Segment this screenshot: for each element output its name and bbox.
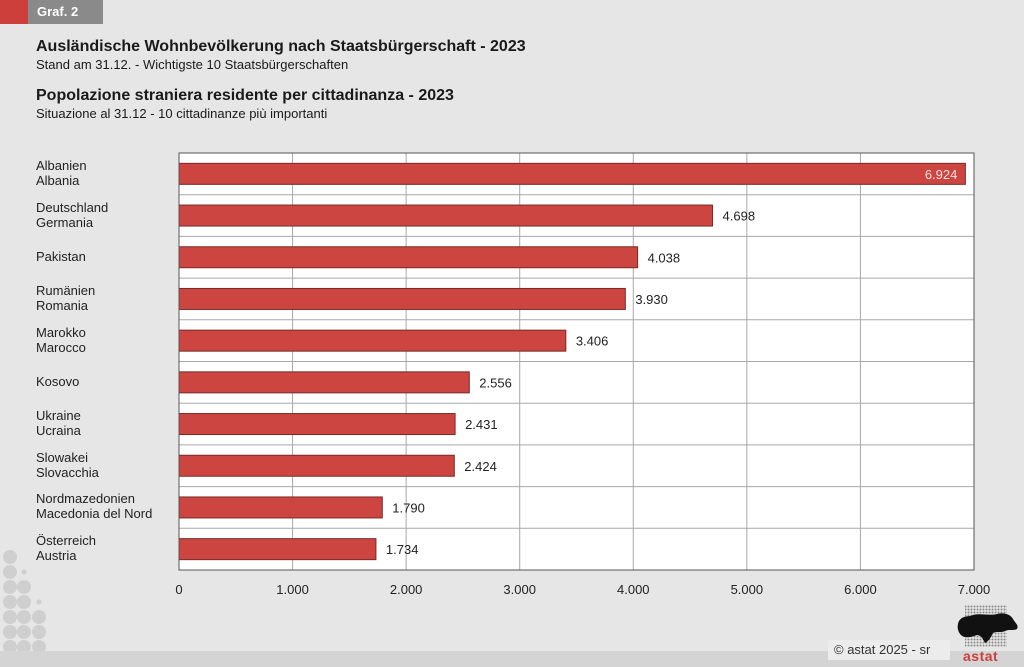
bar-value-label: 4.038 <box>648 250 681 265</box>
bar <box>178 538 377 561</box>
bar <box>178 454 455 477</box>
bar-value-label: 2.424 <box>464 459 497 474</box>
x-tick-label: 3.000 <box>503 582 536 597</box>
category-label: Ukraine Ucraina <box>36 408 81 438</box>
category-label: Deutschland Germania <box>36 200 108 230</box>
x-tick-label: 2.000 <box>389 582 423 597</box>
category-label-line: Deutschland <box>36 199 109 215</box>
bar <box>178 246 639 269</box>
bar-value-label: 4.698 <box>723 209 756 224</box>
category-label-line: Albania <box>36 172 80 188</box>
category-label-line: Romania <box>36 297 89 313</box>
category-label-line: Österreich <box>36 533 96 549</box>
astat-logo-text: astat <box>963 648 999 664</box>
category-label: Pakistan <box>36 249 86 264</box>
category-label-line: Slowakei <box>36 449 89 465</box>
chart-subtitle-de: Stand am 31.12. - Wichtigste 10 Staatsbü… <box>36 57 349 72</box>
x-tick-label: 7.000 <box>957 582 991 597</box>
category-label-line: Austria <box>36 548 77 564</box>
bar-value-label: 6.924 <box>925 167 958 182</box>
x-tick-label: 6.000 <box>844 582 877 597</box>
decorative-dots <box>3 550 46 651</box>
bar <box>178 162 966 185</box>
x-tick-label: 4.000 <box>617 582 650 597</box>
bar-value-label: 1.790 <box>392 500 425 515</box>
x-tick-label: 0 <box>175 582 183 597</box>
category-label-line: Slovacchia <box>36 464 99 480</box>
chart-subtitle-it: Situazione al 31.12 - 10 cittadinanze pi… <box>36 106 328 121</box>
category-label: Marokko Marocco <box>36 325 86 355</box>
category-label: Österreich Austria <box>36 533 96 563</box>
category-label-line: Albanien <box>36 157 87 173</box>
bar-value-label: 1.734 <box>386 542 419 557</box>
category-label: Kosovo <box>36 374 79 389</box>
bar-value-label: 3.930 <box>635 292 668 307</box>
category-label: Albanien Albania <box>36 158 87 188</box>
x-tick-label: 1.000 <box>276 582 309 597</box>
category-label-line: Marokko <box>36 324 86 340</box>
bar <box>178 204 714 227</box>
bar-value-label: 2.556 <box>479 375 512 390</box>
plot-border <box>178 152 975 571</box>
category-label: Nordmazedonien Macedonia del Nord <box>36 491 152 521</box>
chart-title-it: Popolazione straniera residente per citt… <box>36 87 454 104</box>
bar-value-label: 2.431 <box>465 417 498 432</box>
category-label-line: Kosovo <box>36 373 80 389</box>
category-label-line: Nordmazedonien <box>36 491 136 507</box>
category-label: Rumänien Romania <box>36 283 95 313</box>
copyright-text: © astat 2025 - sr <box>828 640 950 660</box>
category-label-line: Marocco <box>36 339 86 355</box>
bar <box>178 371 470 394</box>
category-label-line: Germania <box>36 214 94 230</box>
bar-value-label: 3.406 <box>576 334 609 349</box>
bar <box>178 496 383 519</box>
category-label-line: Pakistan <box>36 248 86 264</box>
astat-logo-icon <box>957 605 1018 647</box>
category-label: Slowakei Slovacchia <box>36 450 99 480</box>
bar <box>178 413 456 436</box>
bar <box>178 329 567 352</box>
bar <box>178 287 626 310</box>
graph-tab-label: Graf. 2 <box>28 0 103 24</box>
graph-tab-accent <box>0 0 28 24</box>
category-label-line: Macedonia del Nord <box>36 506 153 522</box>
footer-band <box>0 651 1024 667</box>
chart-title-de: Ausländische Wohnbevölkerung nach Staats… <box>36 38 526 55</box>
category-label-line: Ucraina <box>36 423 81 439</box>
category-label-line: Ukraine <box>36 408 81 424</box>
x-tick-label: 5.000 <box>730 582 764 597</box>
category-label-line: Rumänien <box>36 282 96 298</box>
